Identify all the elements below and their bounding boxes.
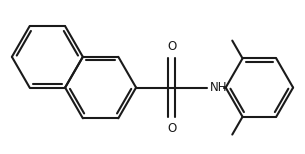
Text: O: O — [167, 122, 176, 135]
Text: O: O — [167, 40, 176, 53]
Text: NH: NH — [210, 81, 227, 94]
